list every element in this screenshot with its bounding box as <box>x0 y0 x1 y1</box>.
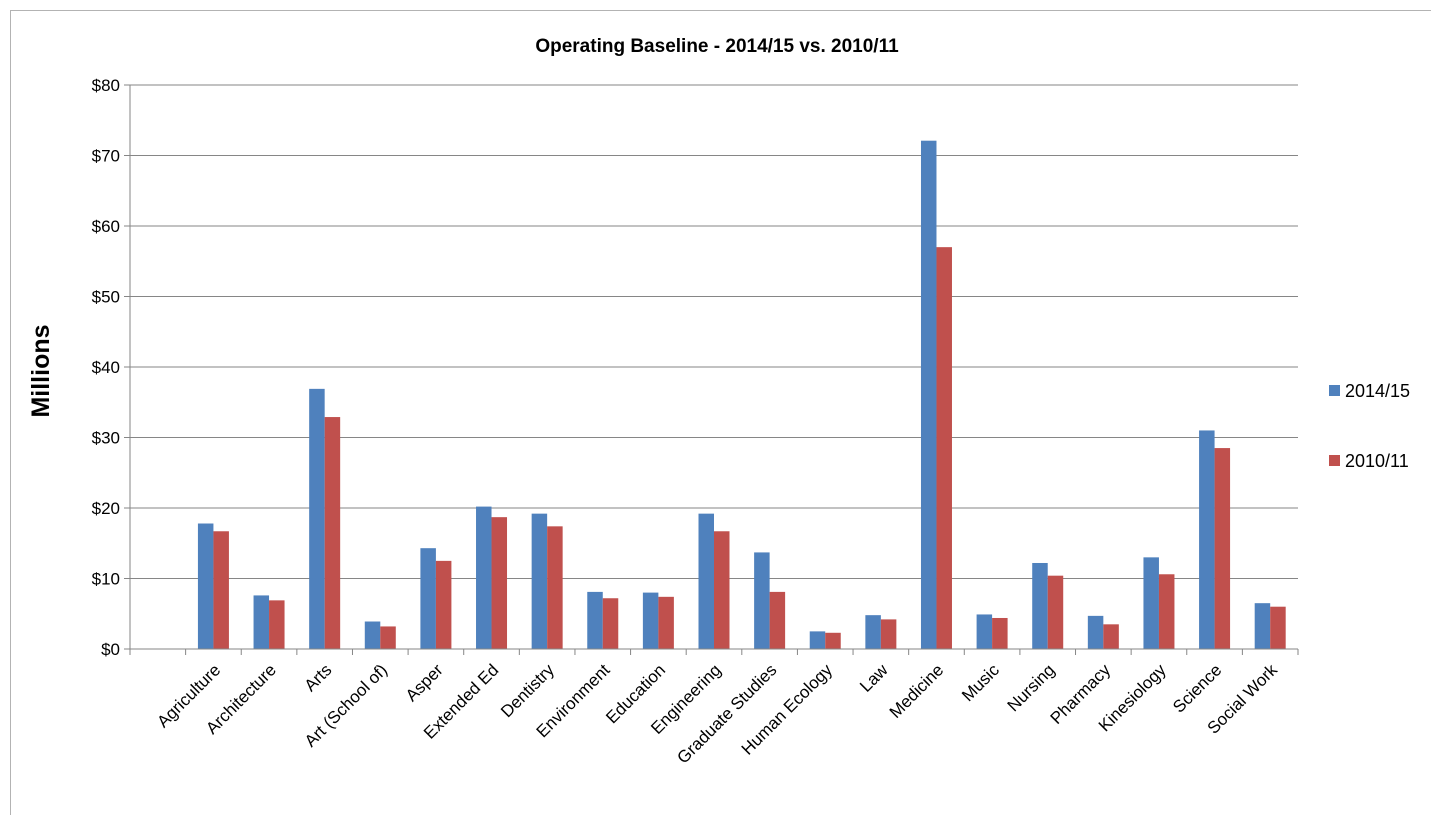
bar-2010-11-4 <box>435 560 452 649</box>
bar-2010-11-5 <box>491 517 508 649</box>
bar-2014-15-0 <box>197 523 214 649</box>
y-tick-label: $50 <box>92 288 120 307</box>
bar-2014-15-16 <box>1087 615 1104 649</box>
y-tick-label: $30 <box>92 429 120 448</box>
bar-2010-11-18 <box>1214 448 1231 649</box>
y-tick-label: $10 <box>92 570 120 589</box>
y-tick-label: $70 <box>92 147 120 166</box>
bar-2014-15-13 <box>920 140 937 649</box>
bar-2010-11-19 <box>1270 606 1286 649</box>
bar-2014-15-17 <box>1143 557 1159 649</box>
chart-frame <box>10 10 1431 815</box>
y-tick-label: $20 <box>92 499 120 518</box>
bar-2014-15-2 <box>309 388 325 649</box>
y-tick-label: $60 <box>92 217 120 236</box>
x-category-label: Music <box>958 660 1003 705</box>
bar-2010-11-12 <box>880 619 897 649</box>
legend-swatch <box>1329 455 1340 466</box>
chart-title: Operating Baseline - 2014/15 vs. 2010/11 <box>535 36 899 57</box>
legend-label: 2010/11 <box>1345 451 1409 471</box>
bar-2010-11-15 <box>1047 575 1064 649</box>
legend: 2014/15 2010/11 <box>1329 381 1410 471</box>
x-category-label: Nursing <box>1004 660 1059 715</box>
bar-2014-15-3 <box>364 621 381 649</box>
y-tick-label: $0 <box>101 640 120 659</box>
x-category-label: Arts <box>301 660 336 695</box>
x-category-label: Science <box>1169 660 1225 716</box>
legend-label: 2014/15 <box>1345 381 1410 401</box>
bar-2010-11-6 <box>547 526 563 649</box>
bar-2010-11-14 <box>992 617 1008 649</box>
bar-2010-11-0 <box>213 531 229 649</box>
bar-2014-15-1 <box>253 595 270 649</box>
bar-2010-11-16 <box>1103 624 1119 649</box>
x-category-label: Graduate Studies <box>673 660 780 767</box>
bar-2014-15-10 <box>754 552 770 649</box>
x-category-label: Asper <box>402 660 447 705</box>
bar-2014-15-5 <box>476 506 492 649</box>
y-axis-ticks: $0 $10 $20 $30 $40 $50 $60 $70 $80 <box>92 76 130 659</box>
bar-2010-11-13 <box>936 247 952 649</box>
bar-2014-15-4 <box>420 548 436 649</box>
bar-2014-15-15 <box>1032 562 1048 649</box>
bar-2014-15-14 <box>976 614 993 649</box>
bar-2014-15-7 <box>587 591 603 649</box>
bar-2014-15-8 <box>642 592 659 649</box>
bar-2010-11-17 <box>1158 574 1175 649</box>
bar-2010-11-11 <box>825 632 841 649</box>
x-category-label: Medicine <box>886 660 948 722</box>
bar-2014-15-19 <box>1254 603 1271 649</box>
bar-2014-15-11 <box>809 631 826 649</box>
bar-2010-11-9 <box>714 531 730 649</box>
x-category-label: Law <box>856 660 892 696</box>
axes <box>129 85 1299 655</box>
y-tick-label: $80 <box>92 76 120 95</box>
bar-2014-15-18 <box>1199 430 1215 649</box>
bar-2010-11-7 <box>602 598 619 649</box>
bar-2010-11-8 <box>658 596 674 649</box>
bar-2014-15-12 <box>865 615 881 649</box>
bar-2014-15-6 <box>531 513 548 649</box>
gridlines <box>130 84 1298 579</box>
legend-swatch <box>1329 385 1340 396</box>
bars <box>197 140 1286 649</box>
bar-2010-11-3 <box>380 626 396 649</box>
y-tick-label: $40 <box>92 358 120 377</box>
y-axis-label: Millions <box>27 324 55 417</box>
bar-2010-11-10 <box>769 591 786 649</box>
bar-2010-11-1 <box>269 600 285 649</box>
bar-2014-15-9 <box>698 513 714 649</box>
bar-2010-11-2 <box>324 417 341 649</box>
